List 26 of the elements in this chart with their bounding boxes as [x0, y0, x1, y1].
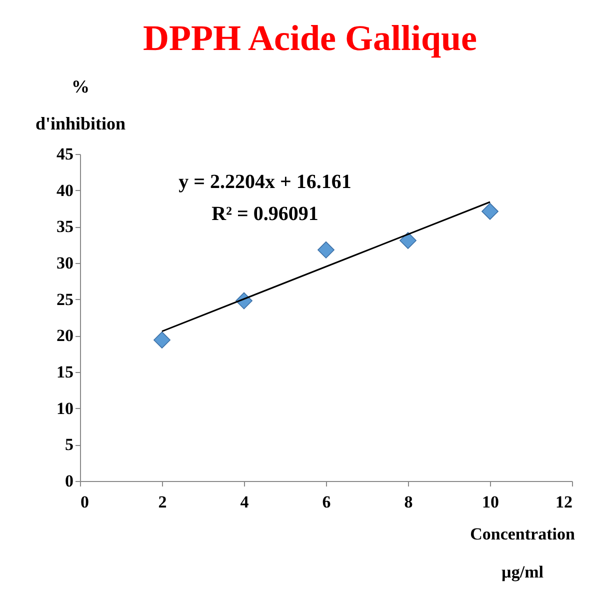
- x-tick-label: 12: [556, 492, 572, 512]
- x-tick-label: 6: [322, 492, 331, 512]
- y-tick-label: 0: [65, 472, 74, 490]
- point: [482, 202, 498, 220]
- y-tick-label: 5: [65, 435, 74, 454]
- y-tick-label: 40: [56, 180, 74, 200]
- annotation: R² = 0.96091: [212, 203, 318, 225]
- y-tick-label: 30: [56, 254, 74, 272]
- x-tick-label: 8: [404, 492, 413, 512]
- point: [400, 232, 416, 249]
- x-tick-label: 4: [240, 492, 250, 512]
- y-tick-label: 45: [56, 144, 74, 164]
- y-tick-label: 35: [56, 217, 74, 236]
- y-tick-label: 25: [56, 290, 74, 309]
- point: [318, 241, 334, 258]
- x-tick-label: 2: [158, 492, 167, 512]
- annotation: y = 2.2204x + 16.161: [178, 171, 352, 193]
- x-tick-label: 0: [80, 492, 89, 512]
- point: [154, 332, 170, 348]
- y-tick-label: 20: [56, 326, 74, 346]
- chart-title: DPPH Acide Gallique: [142, 18, 478, 58]
- x-axis-title: Concentration µg/ml: [470, 524, 576, 582]
- y-tick-label: 15: [56, 362, 74, 382]
- y-tick-label: 10: [56, 398, 74, 418]
- y-axis-title: % d'inhibition: [35, 76, 126, 134]
- x-tick-label: 10: [482, 492, 499, 512]
